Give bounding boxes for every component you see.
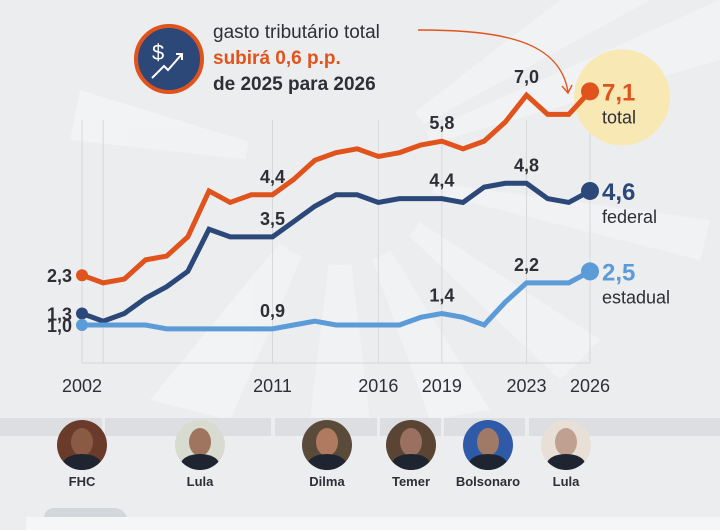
president-lula: Lula — [521, 420, 611, 489]
headline-line-3: de 2025 para 2026 — [213, 74, 376, 95]
president-name: Lula — [186, 474, 214, 489]
money-growth-icon: $ — [134, 24, 204, 94]
annotation-arrow — [417, 29, 569, 93]
total-data-label: 5,8 — [429, 113, 454, 133]
federal-data-label: 4,4 — [429, 171, 454, 191]
federal-data-label: 1,3 — [47, 305, 72, 325]
total-end-value: 7,1 — [602, 79, 635, 106]
x-tick-label: 2016 — [358, 376, 398, 396]
total-data-label: 4,4 — [260, 167, 285, 187]
president-name: Dilma — [309, 474, 345, 489]
total-highlight-circle — [574, 49, 670, 146]
president-name: FHC — [68, 474, 96, 489]
federal-data-label: 3,5 — [260, 209, 285, 229]
estadual-data-label: 1,0 — [47, 316, 72, 336]
estadual-end-value: 2,5 — [602, 259, 635, 286]
federal-end-value: 4,6 — [602, 179, 635, 206]
total-line — [81, 89, 592, 286]
total-end-point — [581, 82, 599, 101]
x-tick-label: 2011 — [253, 376, 292, 396]
president-name: Temer — [391, 474, 431, 489]
total-end-label: total — [602, 107, 636, 127]
estadual-data-label: 1,4 — [429, 286, 454, 306]
svg-text:$: $ — [152, 40, 164, 65]
estadual-end-point — [581, 262, 599, 281]
headline-line-1: gasto tributário total — [213, 22, 380, 43]
estadual-start-point — [76, 319, 88, 331]
headline: gasto tributário total subirá 0,6 p.p. d… — [213, 20, 380, 98]
x-tick-label: 2019 — [422, 376, 462, 396]
president-photo — [175, 420, 225, 470]
president-photo — [302, 420, 352, 470]
president-photo — [463, 420, 513, 470]
total-data-label: 2,3 — [47, 266, 72, 286]
president-dilma: Dilma — [282, 420, 372, 489]
federal-line — [81, 180, 592, 324]
annotation-arrowhead — [561, 84, 573, 95]
federal-start-point — [76, 307, 88, 320]
total-data-label: 7,0 — [514, 67, 539, 87]
x-tick-label: 2026 — [570, 376, 610, 396]
president-bolsonaro: Bolsonaro — [443, 420, 533, 489]
estadual-data-label: 2,2 — [514, 255, 539, 275]
federal-data-label: 4,8 — [514, 155, 539, 175]
president-photo — [541, 420, 591, 470]
president-lula: Lula — [155, 420, 245, 489]
president-temer: Temer — [366, 420, 456, 489]
president-name: Lula — [552, 474, 580, 489]
president-fhc: FHC — [37, 420, 127, 489]
total-start-point — [76, 269, 88, 282]
x-tick-label: 2002 — [62, 376, 102, 396]
footer-panel — [26, 517, 720, 530]
headline-line-2: subirá 0,6 p.p. — [213, 48, 341, 69]
x-tick-label: 2023 — [506, 376, 546, 396]
estadual-data-label: 0,9 — [260, 301, 285, 321]
president-name: Bolsonaro — [455, 474, 521, 489]
president-photo — [57, 420, 107, 470]
president-photo — [386, 420, 436, 470]
federal-end-label: federal — [602, 207, 657, 227]
estadual-line — [82, 269, 592, 332]
federal-end-point — [581, 181, 599, 200]
estadual-end-label: estadual — [602, 287, 670, 307]
